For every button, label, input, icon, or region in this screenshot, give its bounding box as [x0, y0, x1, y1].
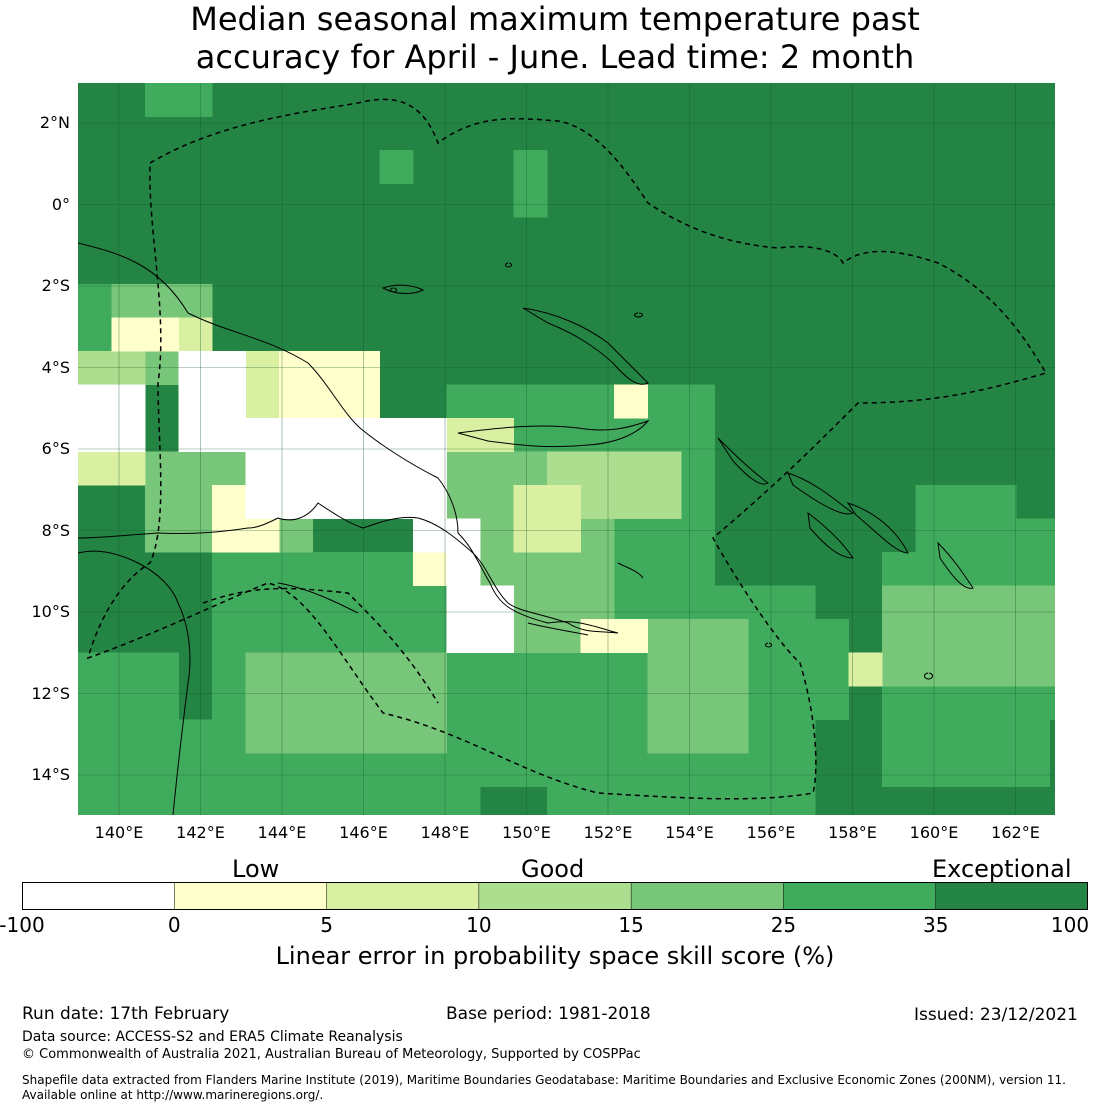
- colorbar-tick-label: 100: [1050, 913, 1090, 937]
- longitude-label: 142°E: [176, 823, 225, 842]
- skill-cell: [178, 351, 246, 452]
- issued-date: Issued: 23/12/2021: [914, 1005, 1078, 1025]
- colorbar-tick-label: -100: [0, 913, 45, 937]
- latitude-label: 8°S: [41, 520, 70, 540]
- coastline-solomons-4: [937, 541, 974, 589]
- skill-cell: [145, 83, 213, 117]
- longitude-label: 156°E: [746, 823, 796, 842]
- base-period: Base period: 1981-2018: [446, 1004, 651, 1024]
- coastline-solomons-1: [787, 472, 854, 515]
- longitude-label: 140°E: [94, 823, 144, 842]
- coastline-solomons-2: [846, 502, 909, 554]
- colorbar-swatches: [21, 881, 1089, 911]
- latitude-label: 6°S: [41, 439, 70, 458]
- shapefile-credit-line-1: Shapefile data extracted from Flanders M…: [22, 1073, 1066, 1087]
- longitude-label: 158°E: [828, 823, 877, 842]
- coastline-bougainville: [717, 437, 769, 485]
- title-line-1: Median seasonal maximum temperature past: [190, 0, 920, 38]
- colorbar-swatch: [630, 881, 785, 911]
- coastline-new-ireland: [522, 307, 649, 385]
- skill-cell: [647, 619, 749, 754]
- skill-cell: [513, 150, 548, 218]
- skill-cell: [614, 384, 648, 419]
- longitude-label: 150°E: [502, 823, 551, 842]
- latitude-label: 2°N: [39, 113, 70, 132]
- colorbar-tick-label: 15: [618, 913, 644, 937]
- legend-category-low: Low: [232, 855, 280, 883]
- coastline-louisiade: [527, 562, 644, 636]
- skill-cell: [379, 150, 414, 184]
- skill-cell: [848, 652, 883, 687]
- longitude-label: 154°E: [665, 823, 714, 842]
- coastline-north-islands: [390, 262, 933, 680]
- colorbar-axis-label: Linear error in probability space skill …: [275, 942, 835, 970]
- colorbar-frame: [22, 882, 1088, 910]
- skill-cell: [882, 585, 1055, 687]
- eez-boundaries: [86, 98, 1048, 800]
- title-line-2: accuracy for April - June. Lead time: 2 …: [195, 38, 915, 76]
- latitude-label: 12°S: [31, 683, 70, 703]
- skill-map: [78, 83, 1055, 815]
- run-date: Run date: 17th February: [22, 1004, 230, 1024]
- skill-cell: [111, 317, 179, 352]
- colorbar-tick-label: 10: [466, 913, 492, 937]
- skill-cell: [513, 485, 581, 553]
- colorbar-tick-label: 35: [922, 913, 949, 937]
- skill-cell: [413, 518, 447, 553]
- legend-category-good: Good: [521, 855, 585, 883]
- map-title: Median seasonal maximum temperature past…: [0, 0, 1110, 76]
- skill-cell: [748, 619, 849, 720]
- eez-boundary-png: [86, 98, 1048, 800]
- skill-cell: [446, 585, 514, 653]
- latitude-label: 14°S: [31, 765, 70, 784]
- skill-cell: [245, 652, 447, 754]
- colorbar-swatch: [478, 881, 632, 911]
- colorbar-tick-label: 0: [167, 913, 181, 937]
- longitude-label: 152°E: [583, 823, 633, 842]
- latitude-label: 0°: [51, 194, 70, 214]
- skill-cell: [78, 384, 146, 452]
- colorbar-swatch: [174, 881, 328, 911]
- longitude-label: 160°E: [909, 823, 959, 842]
- coastline-solomons-3: [807, 511, 854, 559]
- latitude-label: 4°S: [41, 357, 70, 377]
- colorbar-swatch: [935, 881, 1089, 911]
- longitude-label: 162°E: [991, 823, 1040, 842]
- skill-map-canvas: [78, 83, 1055, 815]
- latitude-label: 2°S: [41, 276, 70, 295]
- coastlines: [78, 242, 974, 815]
- coastline-australia: [78, 550, 359, 815]
- data-source: Data source: ACCESS-S2 and ERA5 Climate …: [22, 1029, 403, 1045]
- skill-cell: [580, 619, 648, 653]
- colorbar: [21, 881, 1089, 911]
- colorbar-swatch: [21, 881, 176, 911]
- colorbar-tick-label: 5: [320, 913, 333, 937]
- eez-boundary-australia: [202, 587, 439, 704]
- skill-cell: [279, 485, 414, 519]
- colorbar-swatch: [326, 881, 480, 911]
- coastline-new-britain: [457, 419, 650, 448]
- colorbar-svg: [21, 881, 1089, 911]
- longitude-label: 146°E: [339, 823, 388, 842]
- coastline-new-guinea: [78, 242, 619, 634]
- latitude-label: 10°S: [31, 602, 70, 621]
- shapefile-credit-line-2: Available online at http://www.marinereg…: [22, 1088, 324, 1102]
- longitude-label: 148°E: [420, 823, 470, 842]
- copyright-notice: © Commonwealth of Australia 2021, Austra…: [22, 1047, 641, 1062]
- legend-category-exceptional: Exceptional: [932, 855, 1072, 883]
- longitude-label: 144°E: [257, 823, 307, 842]
- colorbar-swatch: [783, 881, 937, 911]
- coastline-manus: [381, 284, 425, 294]
- colorbar-tick-label: 25: [770, 913, 797, 937]
